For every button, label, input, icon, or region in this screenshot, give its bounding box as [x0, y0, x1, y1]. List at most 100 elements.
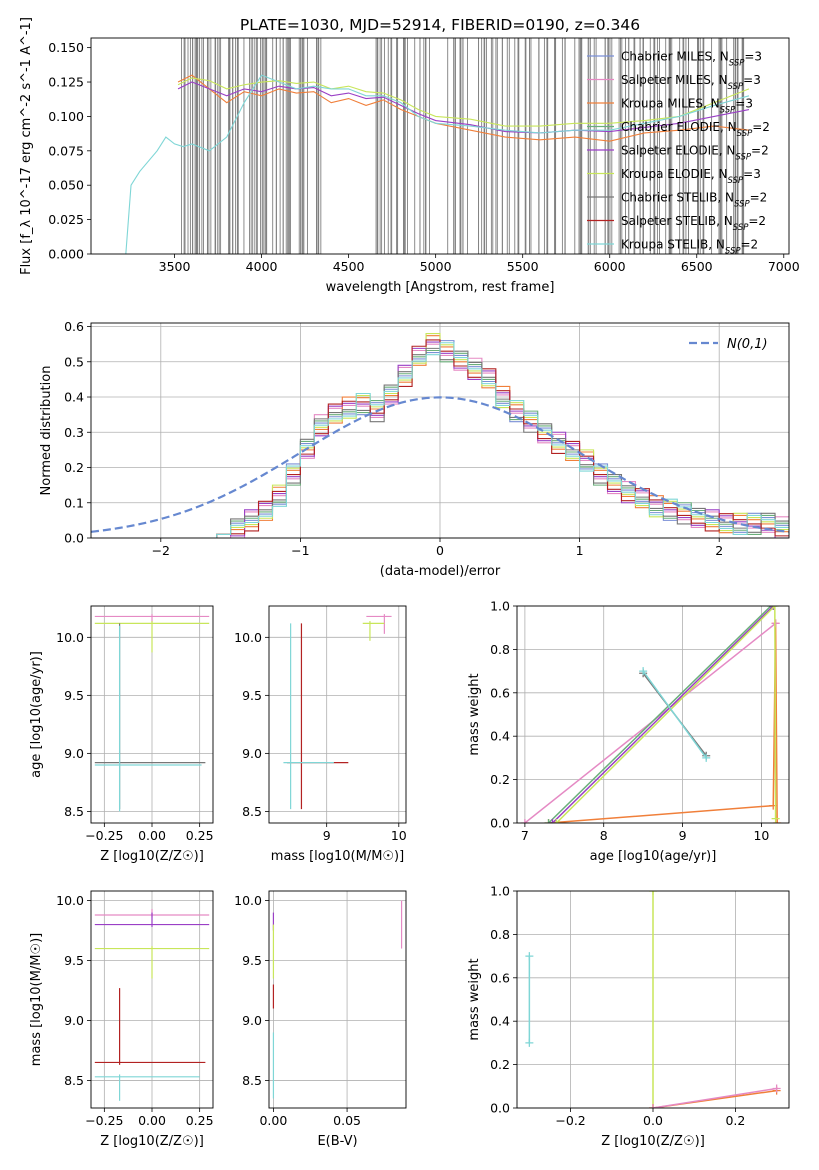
y-tick-label: 8.5 — [64, 804, 84, 819]
y-tick-label: 0.0 — [490, 1101, 510, 1116]
weight-marker — [769, 606, 778, 610]
y-tick-label: 0.4 — [490, 1014, 510, 1029]
y-tick-label: 0.2 — [490, 1057, 510, 1072]
weight-marker — [548, 819, 557, 823]
x-tick-label: −0.25 — [85, 828, 123, 843]
y-tick-label: 9.0 — [242, 746, 262, 761]
plot-area-mass_vs_EBV — [272, 900, 403, 1099]
x-tick-label: 1 — [576, 543, 584, 558]
panel-mass_vs_Z: −0.25 0.00 0.25 8.5 9.0 9.5 10.0 Z [log10(Z/Z☉)… — [29, 890, 214, 1149]
y-tick-label: 8.5 — [242, 1073, 262, 1088]
weight-line — [551, 606, 774, 823]
x-axis-label: (data-model)/error — [380, 564, 501, 579]
x-tick-label: 5000 — [420, 259, 452, 274]
panel-age_vs_Z: −0.25 0.00 0.25 8.5 9.0 9.5 10.0 Z [log10(Z/Z☉)… — [29, 605, 214, 864]
weight-line — [548, 606, 772, 823]
y-tick-label: 0.8 — [490, 642, 510, 657]
x-tick-label: 5500 — [507, 259, 539, 274]
weight-marker — [552, 819, 561, 823]
x-tick-label: 0.2 — [725, 1113, 745, 1128]
y-tick-label: 1.0 — [490, 599, 510, 614]
axes-frame — [516, 890, 790, 1109]
x-tick-label: −1 — [291, 543, 309, 558]
x-tick-label: −0.25 — [85, 1113, 123, 1128]
y-tick-label: 0.150 — [48, 40, 84, 55]
y-tick-label: 0.075 — [48, 143, 84, 158]
panel-spectrum: 3500 4000 4500 5000 5500 6000 6500 7000 0.000 0.0… — [19, 17, 800, 295]
weight-marker — [771, 814, 780, 823]
axes-frame — [90, 322, 790, 539]
x-tick-label: 9 — [323, 828, 331, 843]
y-tick-label: 0.4 — [490, 729, 510, 744]
x-tick-label: 2 — [715, 543, 723, 558]
histogram-step — [202, 333, 789, 538]
y-tick-label: 0.0 — [64, 531, 84, 546]
x-tick-label: 10 — [391, 828, 407, 843]
weight-marker — [772, 1084, 781, 1093]
x-tick-label: 4000 — [246, 259, 278, 274]
y-tick-label: 0.125 — [48, 75, 84, 90]
weight-marker — [639, 667, 648, 676]
y-tick-label: 1.0 — [490, 884, 510, 899]
x-axis-label: age [log10(age/yr)] — [590, 849, 717, 864]
y-axis-label: mass weight — [467, 673, 482, 755]
axes-frame — [268, 890, 407, 1109]
legend-normal-label: N(0,1) — [727, 337, 768, 352]
weight-marker — [520, 819, 529, 823]
legend-entry: Salpeter MILES, NSSP=3 — [621, 73, 761, 92]
y-tick-label: 0.2 — [490, 772, 510, 787]
x-tick-label: 7000 — [768, 259, 800, 274]
weight-marker — [649, 1104, 657, 1108]
x-tick-label: 0.00 — [138, 828, 166, 843]
x-tick-label: 4500 — [333, 259, 365, 274]
y-axis-label: Normed distribution — [39, 366, 54, 496]
y-tick-label: 0.5 — [64, 354, 84, 369]
x-tick-label: 0.0 — [643, 1113, 663, 1128]
weight-line — [548, 623, 778, 823]
plot-area-weight_vs_Z — [525, 891, 781, 1108]
x-tick-label: 0.00 — [259, 1113, 287, 1128]
legend-entry: Chabrier MILES, NSSP=3 — [621, 50, 762, 69]
plot-area-age_vs_Z — [94, 614, 210, 812]
y-tick-label: 0.2 — [64, 460, 84, 475]
x-tick-label: 0 — [436, 543, 444, 558]
x-tick-label: 8 — [600, 828, 608, 843]
x-tick-label: −0.2 — [555, 1113, 585, 1128]
panel-residual_hist: −2 −1 0 1 2 0.0 0.1 0.2 0.3 0.4 0.5 0.6 (data-model)… — [39, 319, 790, 579]
x-axis-label: Z [log10(Z/Z☉)] — [601, 1134, 705, 1149]
axes-frame — [516, 605, 790, 824]
y-tick-label: 9.5 — [242, 953, 262, 968]
panel-age_vs_mass: 9 10 8.5 9.0 9.5 10.0 mass [log10(M/M☉)] — [234, 605, 407, 864]
figure-title: PLATE=1030, MJD=52914, FIBERID=0190, z=0… — [240, 16, 640, 34]
weight-marker — [525, 952, 534, 961]
x-tick-label: −2 — [152, 543, 170, 558]
y-tick-label: 8.5 — [64, 1073, 84, 1088]
y-tick-label: 0.6 — [490, 970, 510, 985]
panel-weight_vs_Z: −0.2 0.0 0.2 0.0 0.2 0.4 0.6 0.8 1.0 Z [log10(Z/Z… — [467, 884, 790, 1149]
x-axis-label: mass [log10(M/M☉)] — [271, 849, 404, 864]
legend-entry: Kroupa ELODIE, NSSP=3 — [621, 167, 761, 186]
model-line-kroupa-stelib — [125, 74, 750, 254]
y-axis-label: mass weight — [467, 958, 482, 1040]
x-tick-label: 0.05 — [333, 1113, 361, 1128]
x-tick-label: 6500 — [681, 259, 713, 274]
plot-area-mass_vs_Z — [94, 908, 210, 1101]
y-tick-label: 0.100 — [48, 109, 84, 124]
y-tick-label: 0.8 — [490, 927, 510, 942]
normal-curve — [91, 396, 789, 533]
y-tick-label: 0.000 — [48, 247, 84, 262]
y-tick-label: 0.4 — [64, 390, 84, 405]
y-tick-label: 10.0 — [234, 630, 262, 645]
x-tick-label: 0.25 — [186, 1113, 214, 1128]
y-tick-label: 9.5 — [64, 688, 84, 703]
y-axis-label: Flux [f_λ 10^-17 erg cm^-2 s^-1 A^-1] — [19, 17, 34, 275]
plot-area-weight_vs_age — [520, 606, 782, 823]
weight-marker — [525, 1038, 534, 1047]
spectrum-plot-area — [125, 38, 750, 254]
axes-frame — [268, 605, 407, 824]
panel-weight_vs_age: 7 8 9 10 0.0 0.2 0.4 0.6 0.8 1.0 age [log10(age/yr… — [467, 599, 790, 864]
plot-area-age_vs_mass — [283, 614, 392, 810]
y-tick-label: 0.6 — [64, 319, 84, 334]
histogram-plot-area — [91, 333, 789, 538]
